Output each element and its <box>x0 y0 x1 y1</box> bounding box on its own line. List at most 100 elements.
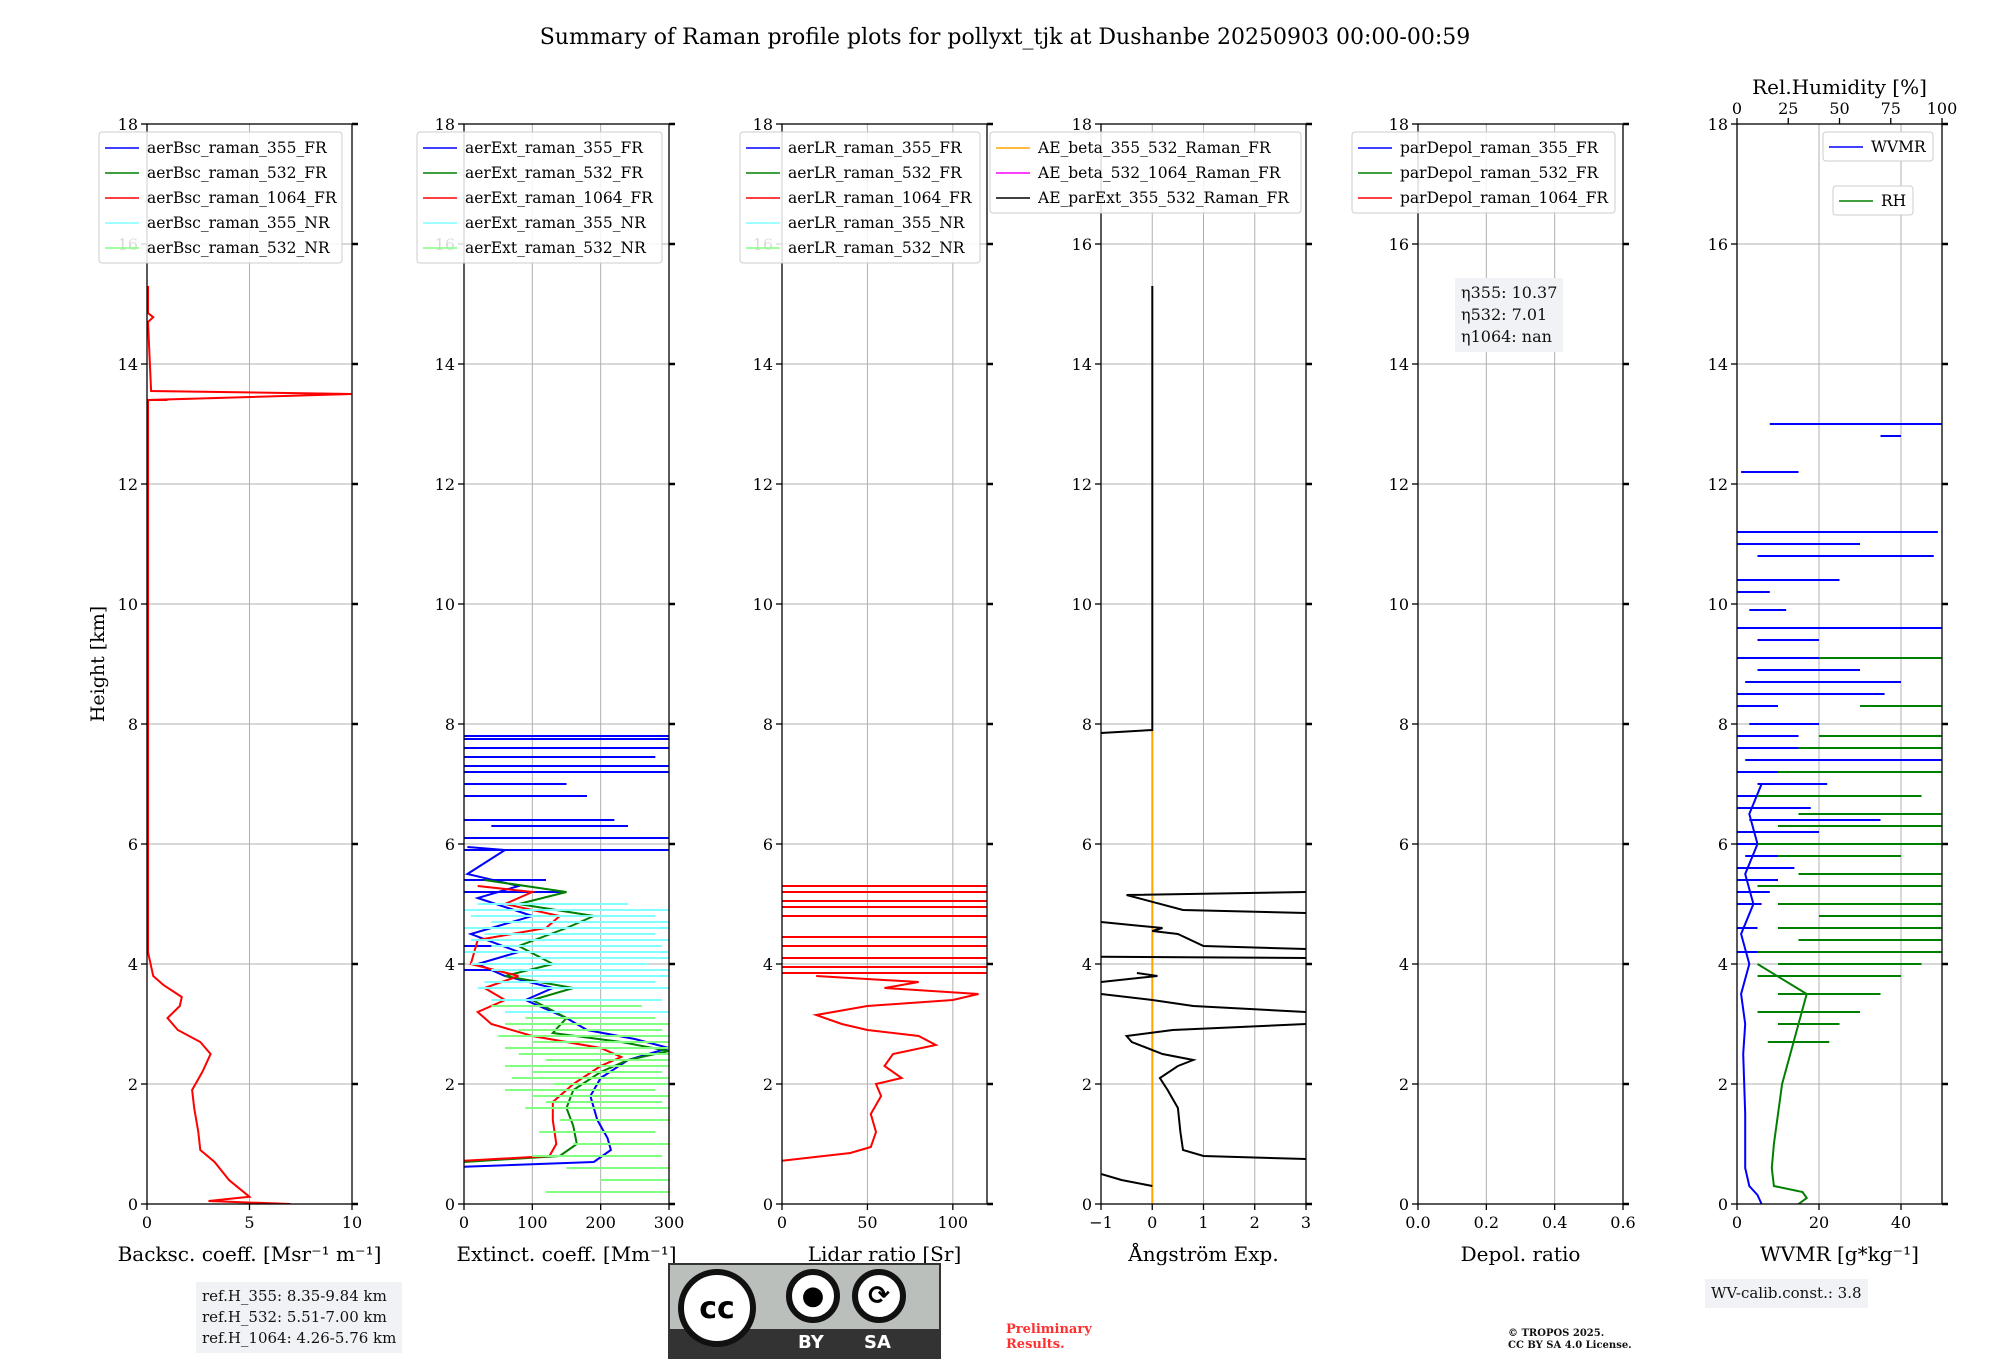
y-tick-label: 2 <box>1399 1075 1409 1094</box>
copyright-note: © TROPOS 2025. CC BY SA 4.0 License. <box>1508 1328 1632 1352</box>
x-tick-label: 300 <box>654 1213 685 1232</box>
y-tick-label: 4 <box>763 955 773 974</box>
x-axis-label: Depol. ratio <box>1461 1242 1581 1266</box>
y-tick-label: 12 <box>118 475 138 494</box>
legend-RH: RH <box>1832 185 1914 216</box>
legend-label: aerExt_raman_355_FR <box>465 139 644 157</box>
y-tick-label: 12 <box>1389 475 1409 494</box>
series-line-aerBsc_raman_1064_FR <box>147 286 352 1204</box>
x-tick-label: 40 <box>1891 1213 1911 1232</box>
panel-3: 024681012141618050100Lidar ratio [Sr]aer… <box>739 115 993 1266</box>
legend-label: aerBsc_raman_532_NR <box>147 239 331 257</box>
y-tick-label: 18 <box>1708 115 1728 134</box>
y-tick-label: 18 <box>1072 115 1092 134</box>
x-tick-label: 200 <box>585 1213 616 1232</box>
ref-height-355: ref.H_355: 8.35-9.84 km <box>202 1287 387 1305</box>
x-tick-label: 0.0 <box>1405 1213 1430 1232</box>
legend-WVMR: WVMR <box>1822 131 1934 162</box>
y-tick-label: 10 <box>1708 595 1728 614</box>
legend-label: aerLR_raman_355_NR <box>788 214 966 232</box>
y-tick-label: 0 <box>763 1195 773 1214</box>
y-tick-label: 4 <box>1082 955 1092 974</box>
y-tick-label: 10 <box>753 595 773 614</box>
x-axis-label: Lidar ratio [Sr] <box>808 1242 962 1266</box>
x-tick-label: −1 <box>1089 1213 1113 1232</box>
legend-frame <box>416 131 663 264</box>
x-tick-label: 0 <box>459 1213 469 1232</box>
x-tick-label: 0.6 <box>1610 1213 1635 1232</box>
y-tick-label: 8 <box>1082 715 1092 734</box>
legend: AE_beta_355_532_Raman_FR AE_beta_532_1064… <box>989 131 1302 214</box>
ref-height-1064: ref.H_1064: 4.26-5.76 km <box>202 1329 397 1347</box>
cc-text: cc <box>699 1290 735 1326</box>
eta-532: η532: 7.01 <box>1461 305 1548 324</box>
y-tick-label: 4 <box>1399 955 1409 974</box>
legend-label: aerLR_raman_532_FR <box>788 164 963 182</box>
y-tick-label: 12 <box>753 475 773 494</box>
legend-label: RH <box>1881 192 1906 210</box>
panel-2: 0246810121416180100200300Extinct. coeff.… <box>416 115 685 1266</box>
series-group <box>1101 286 1306 1204</box>
series-group <box>464 735 669 1193</box>
x-axis-label: Ångström Exp. <box>1127 1241 1278 1266</box>
top-x-tick-label: 100 <box>1927 99 1958 118</box>
top-x-tick-label: 75 <box>1881 99 1901 118</box>
x-tick-label: 0 <box>1732 1213 1742 1232</box>
legend-label: aerBsc_raman_355_NR <box>147 214 331 232</box>
cc-by-sa-license-logo: cc ● ⟳ BY SA <box>668 1263 941 1359</box>
legend-label: aerExt_raman_355_NR <box>465 214 647 232</box>
preliminary-line-2: Results. <box>1006 1337 1065 1352</box>
y-tick-label: 8 <box>445 715 455 734</box>
x-tick-label: 50 <box>857 1213 877 1232</box>
legend-label: aerLR_raman_355_FR <box>788 139 963 157</box>
x-tick-label: 0 <box>777 1213 787 1232</box>
legend-frame <box>739 131 981 264</box>
x-axis-label: WVMR [g*kg⁻¹] <box>1760 1242 1919 1266</box>
y-tick-label: 18 <box>118 115 138 134</box>
series-line-AE_parExt_355_532_Raman_FR <box>1124 1023 1306 1160</box>
legend-label: aerBsc_raman_532_FR <box>147 164 328 182</box>
x-tick-label: 0 <box>142 1213 152 1232</box>
eta-box: η355: 10.37 η532: 7.01 η1064: nan <box>1455 278 1564 352</box>
legend-frame <box>1822 131 1934 162</box>
chart-title: Summary of Raman profile plots for polly… <box>540 25 1471 50</box>
y-tick-label: 2 <box>445 1075 455 1094</box>
x-tick-label: 3 <box>1301 1213 1311 1232</box>
x-axis-label: Extinct. coeff. [Mm⁻¹] <box>456 1242 676 1266</box>
preliminary-line-1: Preliminary <box>1006 1322 1092 1337</box>
x-axis-label: Backsc. coeff. [Msr⁻¹ m⁻¹] <box>118 1242 382 1266</box>
y-tick-label: 14 <box>1072 355 1092 374</box>
x-tick-label: 0.4 <box>1542 1213 1567 1232</box>
series-line-AE_parExt_355_532_Raman_FR <box>1101 1173 1153 1187</box>
legend-label: AE_parExt_355_532_Raman_FR <box>1037 189 1290 207</box>
y-axis-label: Height [km] <box>87 606 109 722</box>
legend-frame <box>1351 131 1616 214</box>
y-tick-label: 2 <box>128 1075 138 1094</box>
axes-frame <box>1417 123 1624 1205</box>
series-line-AE_parExt_355_532_Raman_FR <box>1101 286 1154 734</box>
legend-label: aerExt_raman_1064_FR <box>465 189 654 207</box>
series-line-AE_parExt_355_532_Raman_FR <box>1126 891 1306 914</box>
series-line-WVMR <box>1740 783 1763 1204</box>
legend: aerExt_raman_355_FR aerExt_raman_532_FRae… <box>416 131 663 264</box>
y-tick-label: 0 <box>1082 1195 1092 1214</box>
x-tick-label: 10 <box>342 1213 362 1232</box>
y-tick-label: 8 <box>1399 715 1409 734</box>
by-label: BY <box>798 1332 824 1353</box>
copyright-line-1: © TROPOS 2025. <box>1508 1328 1605 1339</box>
axes-frame <box>463 123 670 1205</box>
y-tick-label: 12 <box>435 475 455 494</box>
series-line-aerLR_raman_1064_FR <box>782 975 979 1162</box>
axes-frame <box>781 123 988 1205</box>
top-x-tick-label: 0 <box>1732 99 1742 118</box>
y-tick-label: 10 <box>1072 595 1092 614</box>
share-alike-icon: ⟳ <box>852 1269 906 1323</box>
y-tick-label: 12 <box>1708 475 1728 494</box>
legend-label: aerBsc_raman_355_FR <box>147 139 328 157</box>
panel-1: 0246810121416180510Backsc. coeff. [Msr⁻¹… <box>98 115 382 1266</box>
top-x-tick-label: 50 <box>1829 99 1849 118</box>
y-tick-label: 4 <box>445 955 455 974</box>
